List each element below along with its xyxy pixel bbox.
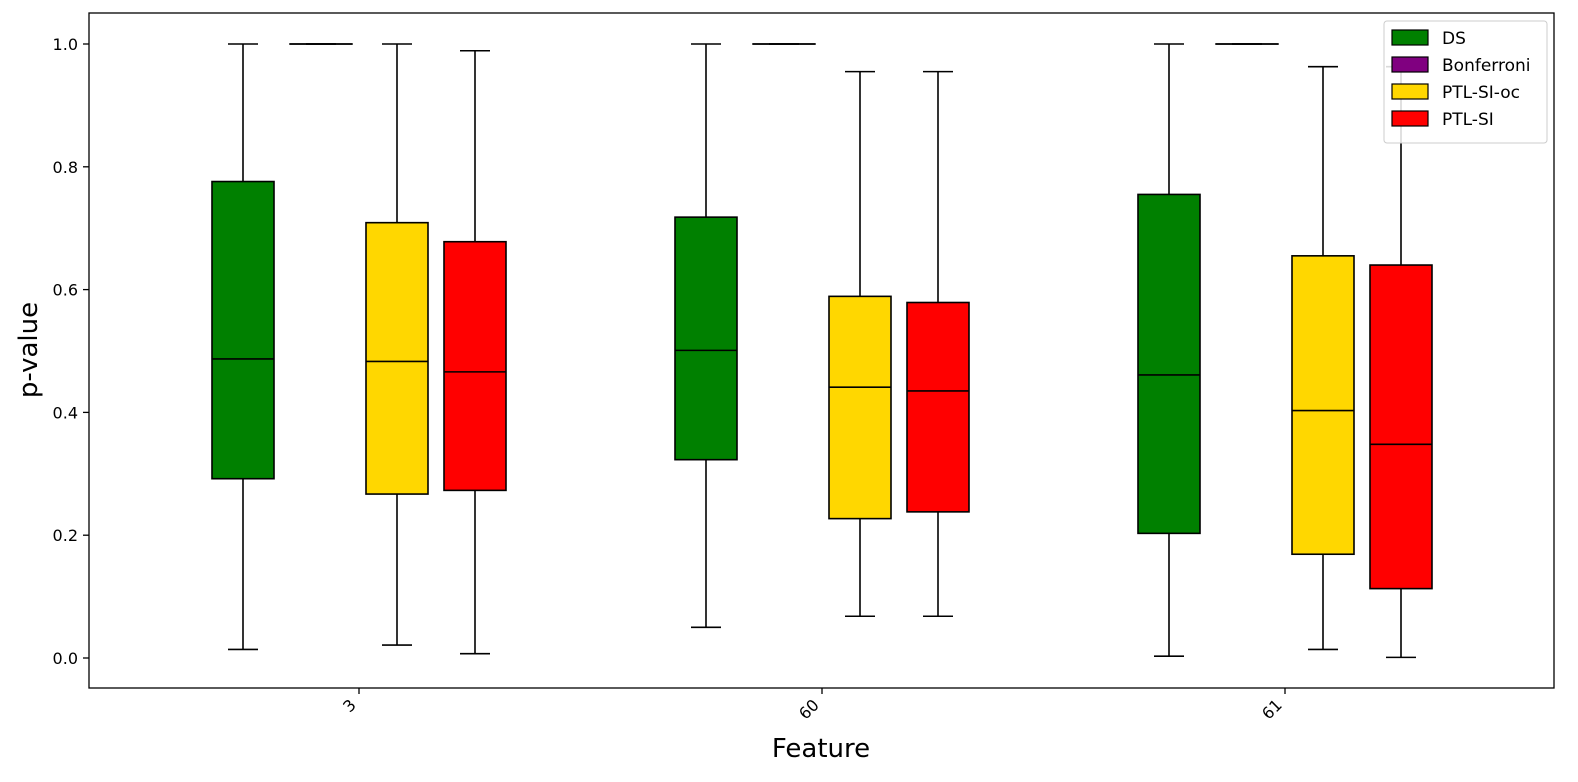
y-tick-label: 0.8: [53, 158, 78, 177]
y-tick-label: 0.4: [53, 403, 78, 422]
box-ptl-si-oc-feature-60: [828, 70, 892, 618]
x-axis-title: Feature: [772, 734, 870, 764]
legend-label: DS: [1442, 29, 1466, 49]
legend-swatch: [1391, 110, 1429, 127]
iqr-box: [906, 301, 970, 513]
box-ds-feature-61: [1137, 43, 1201, 657]
legend-label: PTL-SI: [1442, 110, 1494, 130]
y-tick-label: 1.0: [53, 35, 78, 54]
iqr-box: [365, 221, 429, 495]
boxes-layer: [211, 43, 1433, 659]
legend-swatch: [1391, 29, 1429, 46]
iqr-box: [828, 295, 892, 520]
iqr-box: [211, 180, 275, 480]
y-tick-label: 0.6: [53, 281, 78, 300]
iqr-box: [1291, 255, 1355, 556]
x-tick-label: 3: [339, 695, 360, 716]
y-tick-label: 0.0: [53, 649, 78, 668]
box-ptl-si-oc-feature-61: [1291, 65, 1355, 651]
legend: DS Bonferroni PTL-SI-oc PTL-SI: [1383, 20, 1548, 144]
y-axis: 0.0 0.2 0.4 0.6 0.8 1.0: [53, 35, 89, 668]
y-tick-label: 0.2: [53, 526, 78, 545]
legend-swatch: [1391, 83, 1429, 100]
box-ptl-si-feature-3: [443, 49, 507, 655]
x-tick-label: 60: [795, 695, 823, 723]
iqr-box: [674, 216, 738, 461]
legend-label: Bonferroni: [1442, 56, 1531, 76]
iqr-box: [443, 240, 507, 492]
box-ds-feature-3: [211, 43, 275, 651]
box-ptl-si-feature-60: [906, 70, 970, 618]
x-axis: 3 60 61: [339, 688, 1286, 723]
iqr-box: [1137, 193, 1201, 535]
box-ds-feature-60: [674, 43, 738, 629]
x-tick-label: 61: [1258, 695, 1286, 723]
box-ptl-si-oc-feature-3: [365, 43, 429, 646]
legend-swatch: [1391, 56, 1429, 73]
iqr-box: [1369, 264, 1433, 590]
legend-label: PTL-SI-oc: [1442, 83, 1520, 103]
y-axis-title: p-value: [14, 302, 44, 398]
